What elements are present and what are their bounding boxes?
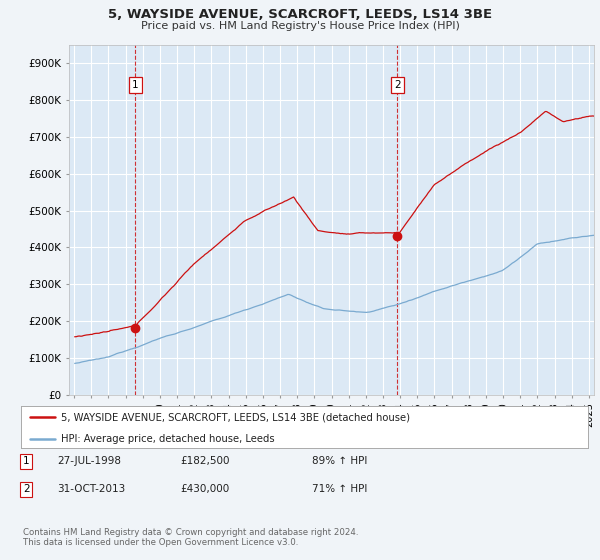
Text: 1: 1 [132,80,139,90]
Text: Price paid vs. HM Land Registry's House Price Index (HPI): Price paid vs. HM Land Registry's House … [140,21,460,31]
Text: 1: 1 [23,456,29,466]
Text: 2: 2 [23,484,29,494]
Text: £430,000: £430,000 [180,484,229,494]
Text: 31-OCT-2013: 31-OCT-2013 [57,484,125,494]
Text: 2: 2 [394,80,401,90]
Text: 27-JUL-1998: 27-JUL-1998 [57,456,121,466]
Text: Contains HM Land Registry data © Crown copyright and database right 2024.
This d: Contains HM Land Registry data © Crown c… [23,528,358,548]
Text: 5, WAYSIDE AVENUE, SCARCROFT, LEEDS, LS14 3BE: 5, WAYSIDE AVENUE, SCARCROFT, LEEDS, LS1… [108,8,492,21]
Text: HPI: Average price, detached house, Leeds: HPI: Average price, detached house, Leed… [61,434,274,444]
Text: 71% ↑ HPI: 71% ↑ HPI [312,484,367,494]
Text: 5, WAYSIDE AVENUE, SCARCROFT, LEEDS, LS14 3BE (detached house): 5, WAYSIDE AVENUE, SCARCROFT, LEEDS, LS1… [61,412,410,422]
Text: 89% ↑ HPI: 89% ↑ HPI [312,456,367,466]
Text: £182,500: £182,500 [180,456,229,466]
